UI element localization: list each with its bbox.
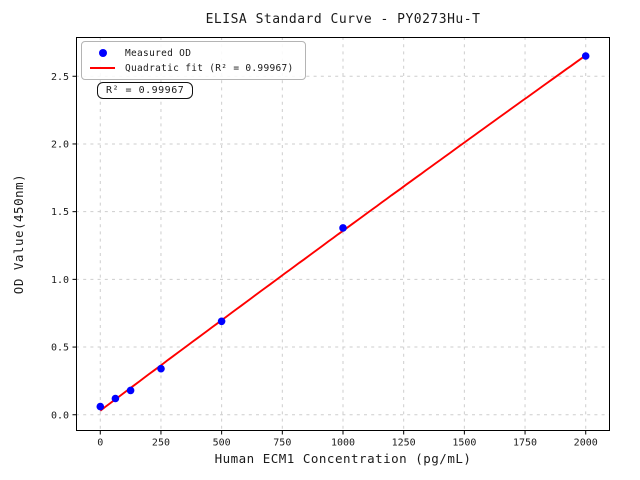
legend-item-quadratic-fit: Quadratic fit (R² = 0.99967) [89, 61, 294, 75]
x-tick-label-5: 1250 [392, 438, 416, 449]
legend-item-measured-od: Measured OD [89, 46, 294, 60]
x-tick-label-4: 1000 [331, 438, 355, 449]
x-tick-label-2: 500 [213, 438, 231, 449]
legend: Measured OD Quadratic fit (R² = 0.99967) [81, 41, 306, 80]
data-point [581, 52, 590, 60]
x-tick-label-7: 1750 [513, 438, 537, 449]
legend-marker-col [89, 66, 116, 70]
y-tick-label-4: 2.0 [51, 139, 69, 150]
axes-box [76, 37, 610, 431]
data-point [126, 386, 135, 395]
fit-line-marker-icon [90, 66, 115, 70]
y-tick-label-1: 0.5 [51, 343, 69, 354]
x-tick-label-3: 750 [273, 438, 291, 449]
x-tick-label-6: 1500 [452, 438, 476, 449]
x-axis-label: Human ECM1 Concentration (pg/mL) [214, 451, 472, 466]
y-tick-label-5: 2.5 [51, 72, 69, 83]
legend-item-label: Measured OD [125, 47, 192, 59]
y-tick-label-3: 1.5 [51, 207, 69, 218]
scatter-marker-icon [98, 49, 107, 57]
x-tick-label-1: 250 [152, 438, 170, 449]
y-axis-label: OD Value(450nm) [11, 173, 26, 295]
data-point [217, 317, 226, 326]
r-squared-annotation: R² = 0.99967 [97, 82, 194, 99]
x-tick-label-0: 0 [97, 438, 103, 449]
legend-marker-col [89, 49, 116, 57]
chart-title: ELISA Standard Curve - PY0273Hu-T [205, 12, 481, 27]
data-point [157, 364, 165, 373]
x-tick-label-8: 2000 [574, 438, 598, 449]
grid-lines [76, 37, 610, 431]
data-point [111, 394, 120, 403]
legend-item-label: Quadratic fit (R² = 0.99967) [125, 62, 294, 74]
tick-marks [72, 75, 587, 435]
y-tick-label-0: 0.0 [51, 410, 69, 421]
data-point [339, 224, 347, 232]
data-point [96, 402, 105, 411]
tick-labels: 0 250 500 750 1000 1250 1500 1750 2000 0.0 0.5 1.0 1… [51, 72, 598, 449]
y-tick-label-2: 1.0 [51, 275, 69, 286]
data-points [96, 52, 590, 411]
